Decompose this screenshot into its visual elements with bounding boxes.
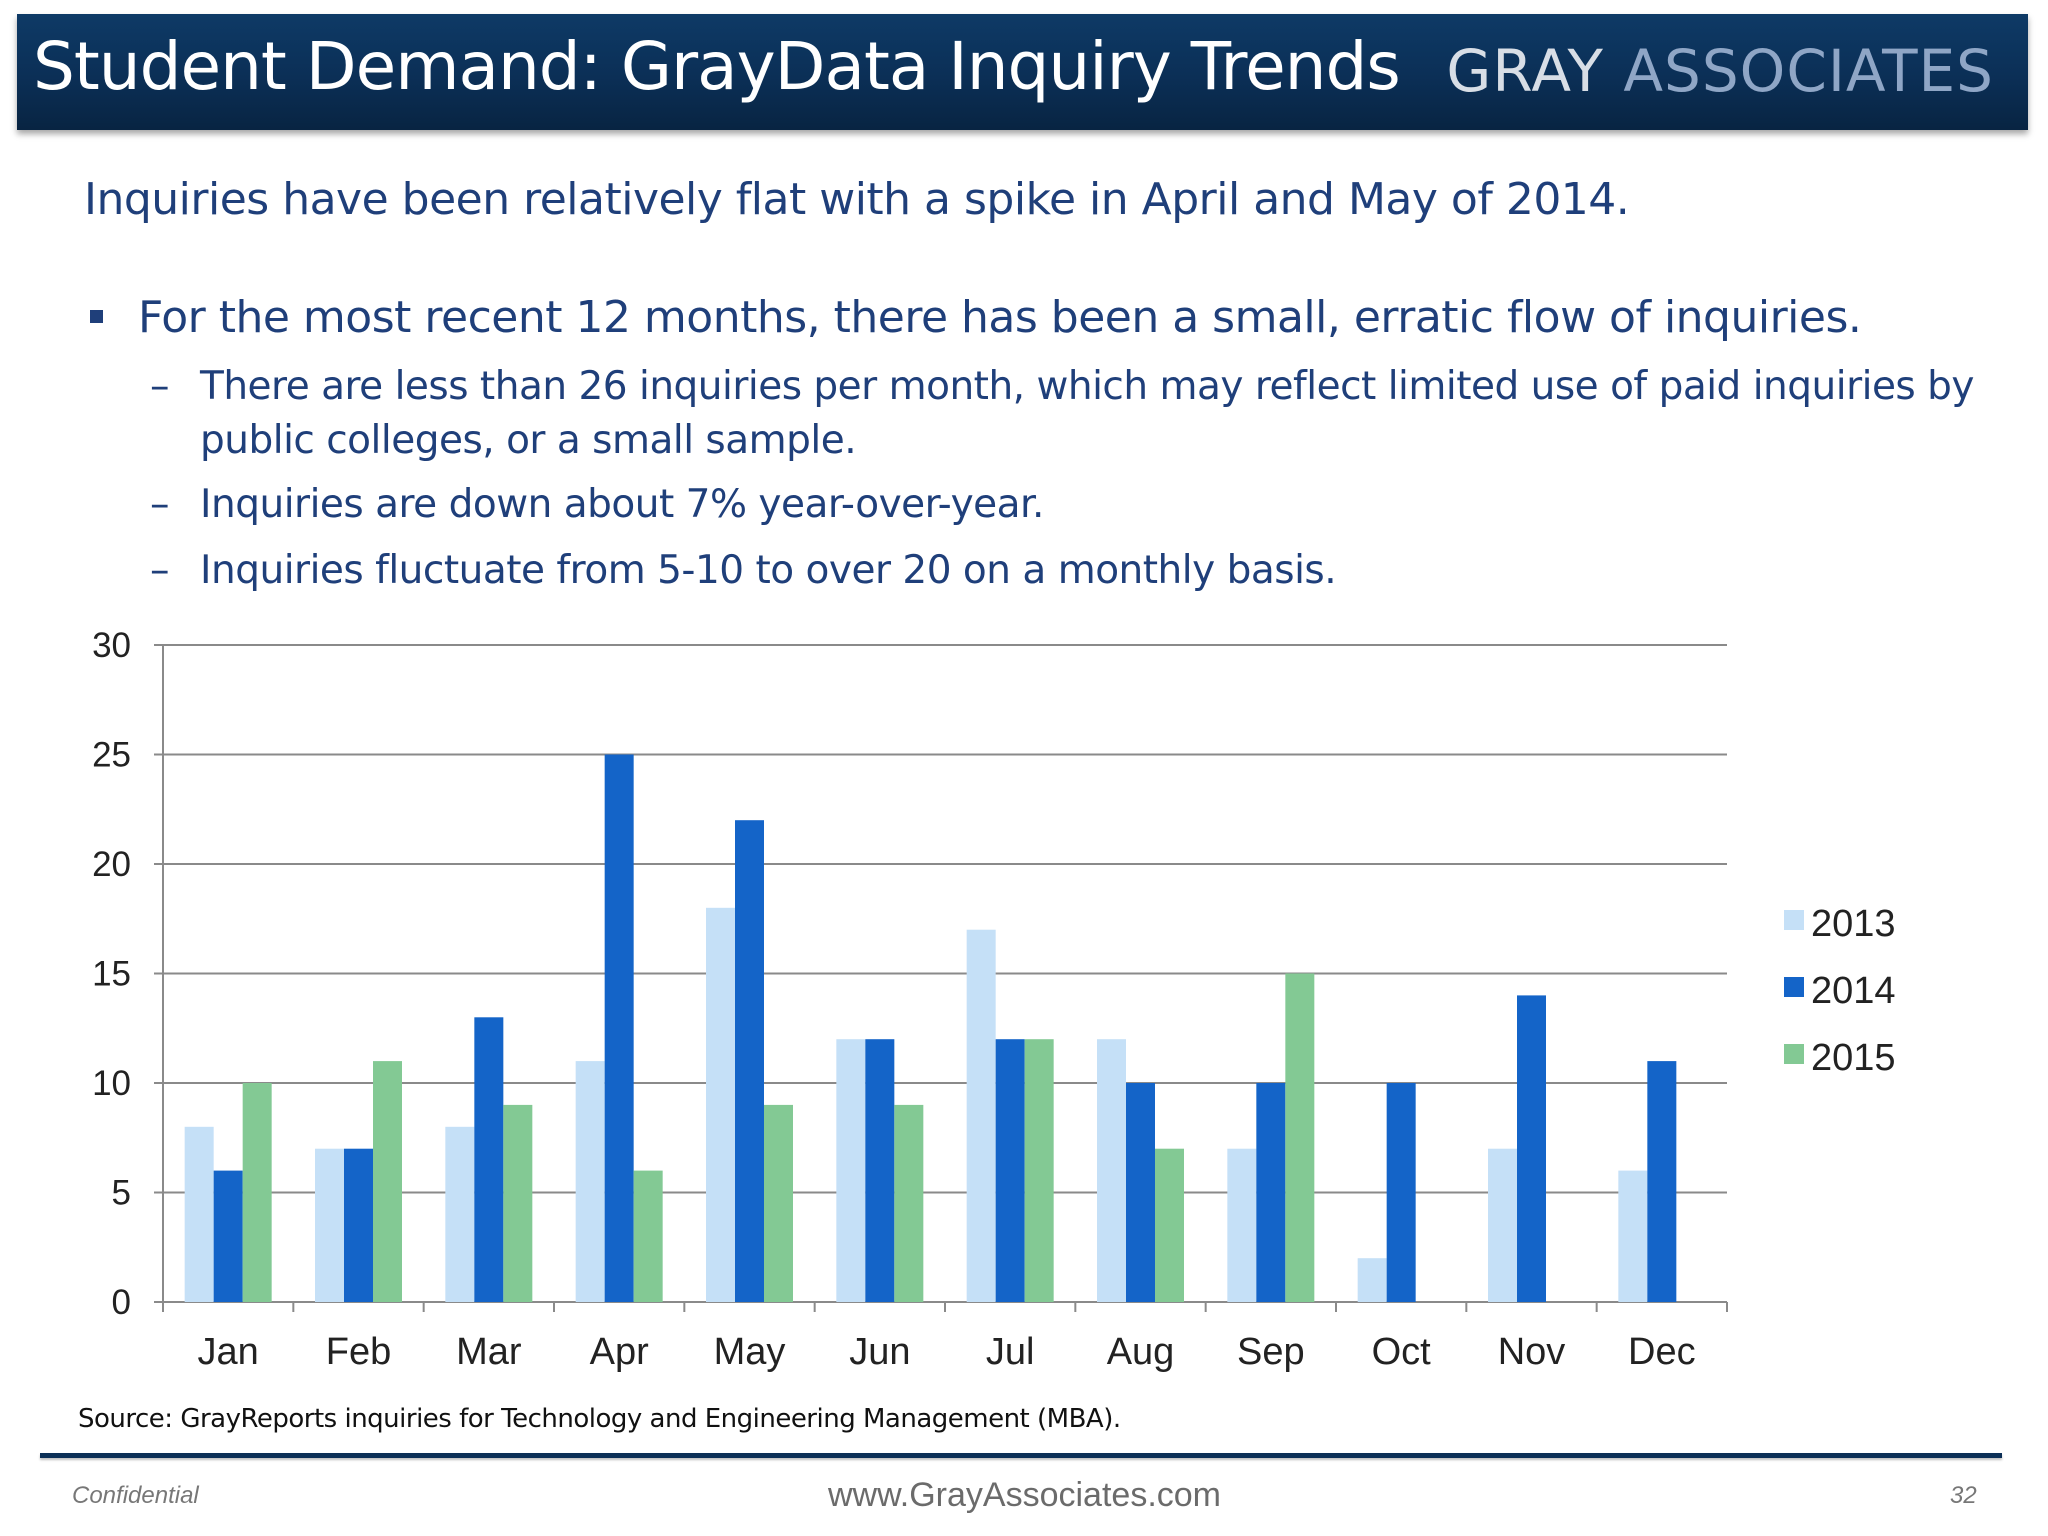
bar-2013-jun: [836, 1039, 866, 1302]
x-tick-label: Jul: [986, 1331, 1035, 1373]
website-link[interactable]: www.GrayAssociates.com: [828, 1476, 1221, 1514]
bar-2014-oct: [1386, 1083, 1416, 1302]
bar-2014-sep: [1256, 1083, 1286, 1302]
y-tick-label: 20: [92, 845, 131, 884]
bar-2014-jul: [995, 1039, 1025, 1302]
bar-2013-nov: [1488, 1148, 1517, 1302]
bar-2014-jan: [213, 1170, 243, 1302]
legend-swatch-2014: [1784, 977, 1804, 997]
legend-swatch-2013: [1784, 910, 1804, 930]
bar-2014-mar: [474, 1017, 504, 1302]
logo-gray-text: GRAY: [1446, 37, 1604, 105]
logo-associates-text: ASSOCIATES: [1623, 37, 1994, 105]
footer-divider: [40, 1453, 2002, 1458]
bar-2013-jul: [966, 929, 996, 1302]
legend-label-2014: 2014: [1811, 970, 1896, 1012]
bar-2013-dec: [1618, 1170, 1648, 1302]
dash-icon: –: [150, 364, 170, 409]
bullet-main-text: For the most recent 12 months, there has…: [138, 292, 1862, 343]
y-tick-label: 25: [92, 736, 131, 775]
x-tick-label: Oct: [1372, 1331, 1432, 1373]
slide-subtitle: Inquiries have been relatively flat with…: [84, 174, 1630, 225]
legend-label-2013: 2013: [1811, 903, 1896, 945]
x-tick-label: Apr: [590, 1331, 649, 1373]
x-tick-label: Aug: [1107, 1331, 1175, 1373]
y-tick-label: 0: [112, 1283, 131, 1322]
x-tick-label: Dec: [1628, 1331, 1696, 1373]
sub-bullet-text: Inquiries fluctuate from 5-10 to over 20…: [200, 548, 1337, 593]
dash-icon: –: [150, 548, 170, 593]
company-logo: GRAY ASSOCIATES: [1446, 42, 1994, 100]
y-tick-label: 10: [92, 1064, 131, 1103]
bar-2014-feb: [344, 1148, 373, 1302]
bar-2013-may: [706, 907, 735, 1302]
x-tick-label: Jan: [198, 1331, 259, 1373]
x-tick-label: Feb: [326, 1331, 391, 1373]
confidential-label: Confidential: [72, 1482, 199, 1509]
bar-2015-feb: [373, 1061, 402, 1302]
bar-2015-apr: [633, 1170, 663, 1302]
title-bar: Student Demand: GrayData Inquiry Trends …: [17, 14, 2028, 130]
x-tick-label: May: [714, 1331, 786, 1373]
bar-2014-dec: [1647, 1061, 1677, 1302]
page-number: 32: [1950, 1482, 1977, 1509]
bar-2015-aug: [1155, 1148, 1184, 1302]
bar-2015-sep: [1285, 973, 1315, 1302]
bar-2014-jun: [865, 1039, 895, 1302]
bar-2014-apr: [604, 754, 634, 1302]
bar-2013-jan: [184, 1126, 214, 1302]
bar-2015-jul: [1024, 1039, 1054, 1302]
x-tick-label: Mar: [456, 1331, 522, 1373]
x-tick-label: Sep: [1237, 1331, 1305, 1373]
bar-2015-jan: [242, 1083, 272, 1302]
x-tick-label: Jun: [849, 1331, 910, 1373]
bar-2013-sep: [1227, 1148, 1257, 1302]
bar-2013-mar: [445, 1126, 475, 1302]
bar-2013-feb: [315, 1148, 344, 1302]
bar-2013-aug: [1097, 1039, 1126, 1302]
bar-2014-aug: [1126, 1083, 1155, 1302]
bullet-square-icon: [90, 310, 103, 323]
bar-2015-may: [764, 1104, 793, 1302]
sub-bullet-text: Inquiries are down about 7% year-over-ye…: [200, 482, 1044, 527]
legend-label-2015: 2015: [1811, 1037, 1896, 1079]
dash-icon: –: [150, 482, 170, 527]
bar-2013-apr: [575, 1061, 605, 1302]
slide-title: Student Demand: GrayData Inquiry Trends: [33, 28, 1401, 105]
y-tick-label: 5: [112, 1174, 131, 1213]
source-note: Source: GrayReports inquiries for Techno…: [78, 1404, 1121, 1434]
bar-2015-mar: [503, 1104, 533, 1302]
sub-bullet-text: There are less than 26 inquiries per mon…: [200, 364, 1974, 463]
bar-2014-nov: [1517, 995, 1546, 1302]
x-tick-label: Nov: [1498, 1331, 1566, 1373]
bar-2014-may: [735, 820, 764, 1302]
bar-2013-oct: [1357, 1258, 1387, 1302]
y-tick-label: 15: [92, 955, 131, 994]
bar-2015-jun: [894, 1104, 924, 1302]
legend-swatch-2015: [1784, 1044, 1804, 1064]
y-tick-label: 30: [92, 626, 131, 665]
